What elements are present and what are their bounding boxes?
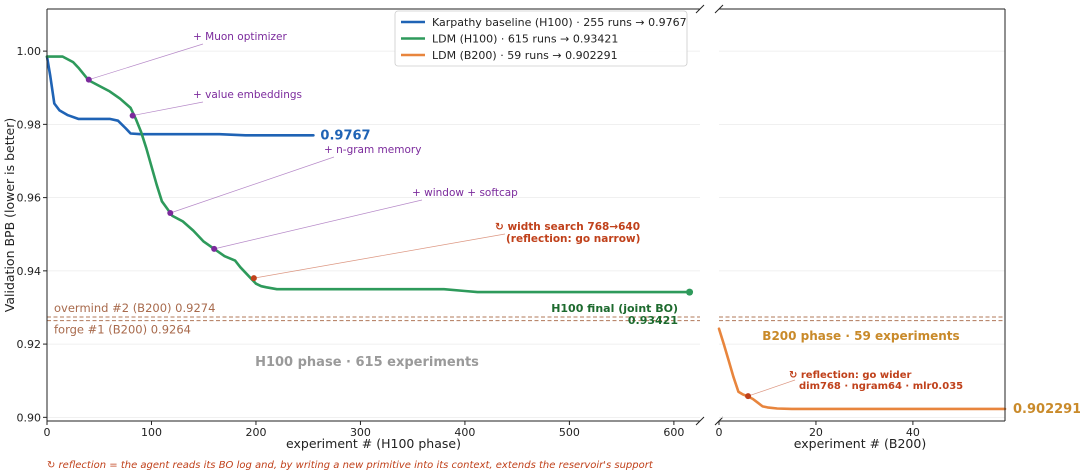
legend-box: [394, 10, 688, 67]
milestone-connector: [747, 379, 796, 397]
milestone-connector: [88, 43, 204, 81]
milestone-label: ↻ width search 768→640: [495, 221, 640, 233]
x-tick-label: 400: [454, 426, 475, 439]
y-tick-label: 0.90: [17, 411, 42, 424]
milestone-point: [745, 393, 752, 400]
series-line: [45, 55, 315, 137]
footnote: ↻ reflection = the agent reads its BO lo…: [47, 460, 654, 471]
milestone-label: + n-gram memory: [324, 144, 421, 156]
y-axis-label: Validation BPB (lower is better): [2, 118, 17, 312]
x-tick-label: 0: [716, 426, 723, 439]
reference-label: forge #1 (B200) 0.9264: [54, 323, 191, 337]
milestone-label: + window + softcap: [412, 187, 518, 199]
final-label: H100 final (joint BO): [551, 302, 678, 315]
phase-label: H100 phase · 615 experiments: [255, 355, 479, 370]
x-tick-label: 500: [559, 426, 580, 439]
milestone-label: (reflection: go narrow): [506, 233, 640, 245]
milestone-label: + value embeddings: [193, 89, 302, 101]
milestone-connector: [253, 233, 506, 279]
milestone-point: [129, 112, 136, 119]
milestone-label: ↻ reflection: go wider: [789, 370, 911, 381]
axis-break-mark: [695, 4, 705, 14]
series-line: [717, 327, 1007, 411]
milestone-connector: [132, 101, 204, 116]
series-endpoint: [686, 288, 694, 296]
milestone-point: [85, 76, 92, 83]
x-tick-label: 200: [245, 426, 266, 439]
x-tick-label: 40: [906, 426, 920, 439]
y-tick-label: 0.92: [17, 338, 42, 351]
phase-label: B200 phase · 59 experiments: [762, 329, 959, 343]
x-axis-label: experiment # (B200): [794, 436, 926, 451]
milestone-connector: [214, 199, 423, 250]
reference-label: overmind #2 (B200) 0.9274: [54, 301, 215, 315]
legend-entry: LDM (B200) · 59 runs → 0.902291: [432, 49, 618, 62]
final-value: 0.93421: [628, 314, 678, 327]
milestone-label: + Muon optimizer: [193, 31, 288, 43]
series-end-label: 0.902291: [1013, 402, 1080, 417]
x-tick-label: 0: [44, 426, 51, 439]
x-tick-label: 20: [809, 426, 823, 439]
x-tick-label: 100: [141, 426, 162, 439]
y-tick-label: 0.96: [17, 192, 42, 205]
milestone-point: [167, 209, 174, 216]
y-tick-label: 0.94: [17, 265, 42, 278]
y-tick-label: 1.00: [17, 45, 42, 58]
milestone-point: [211, 245, 218, 252]
x-tick-label: 600: [663, 426, 684, 439]
series-end-label: 0.9767: [320, 128, 370, 143]
x-axis-label: experiment # (H100 phase): [286, 436, 461, 451]
milestone-connector: [170, 156, 335, 214]
h100-panel: overmind #2 (B200) 0.9274 forge #1 (B200)…: [2, 4, 724, 451]
legend-entry: Karpathy baseline (H100) · 255 runs → 0.…: [432, 16, 687, 29]
milestone-label: dim768 · ngram64 · mlr0.035: [799, 381, 963, 392]
axis-break-mark: [695, 416, 705, 426]
series-line: [45, 55, 691, 294]
x-tick-label: 300: [350, 426, 371, 439]
milestone-point: [250, 275, 257, 282]
legend-entry: LDM (H100) · 615 runs → 0.93421: [432, 33, 618, 46]
legend: Karpathy baseline (H100) · 255 runs → 0.…: [394, 10, 688, 67]
y-tick-label: 0.98: [17, 118, 42, 131]
